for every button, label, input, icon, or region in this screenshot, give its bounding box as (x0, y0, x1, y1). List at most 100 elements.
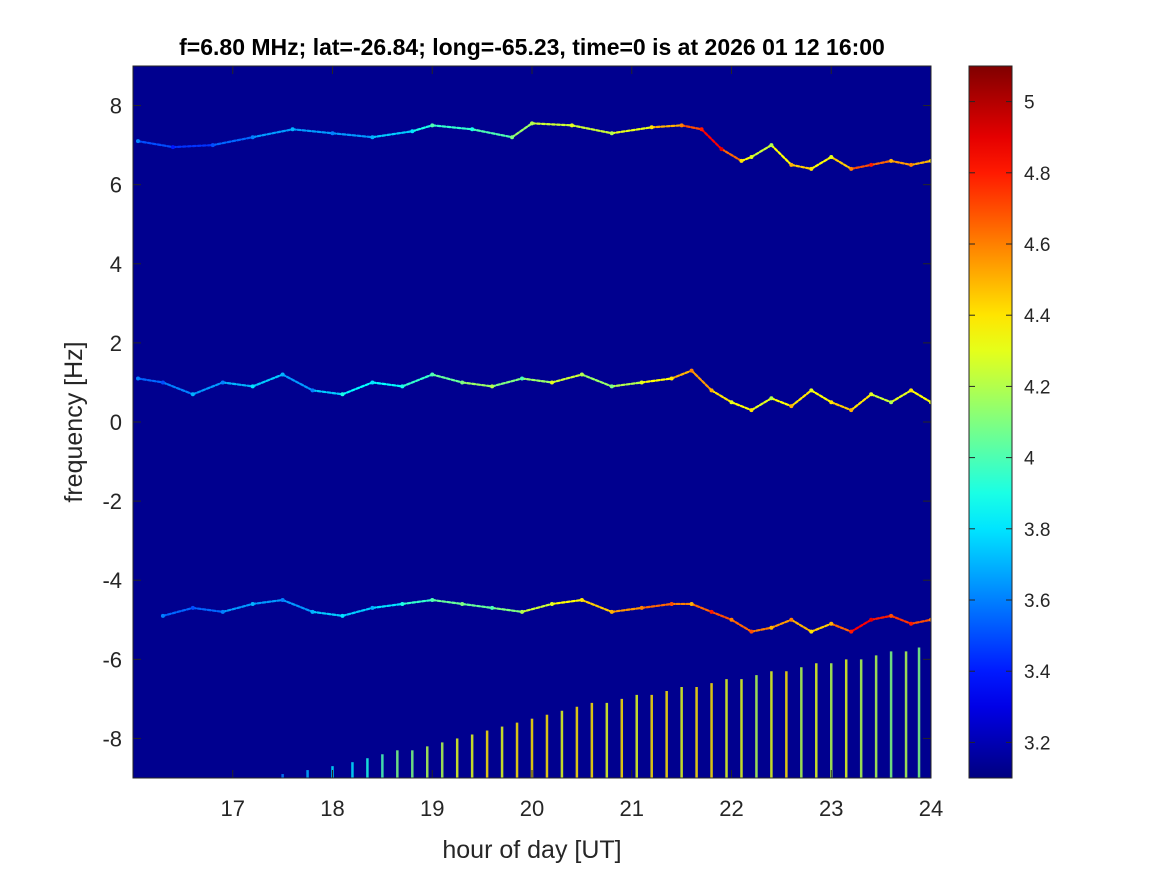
doppler-trace-1-segment (650, 124, 683, 129)
doppler-trace-3-point (280, 598, 285, 602)
doppler-trace-2-segment (730, 401, 753, 412)
doppler-trace-2-point (135, 376, 140, 381)
doppler-trace-3-segment (161, 606, 194, 617)
doppler-trace-3-point (909, 621, 914, 626)
doppler-trace-1-point (569, 123, 574, 128)
colorbar-tick-label: 4.6 (1024, 235, 1050, 256)
doppler-trace-2-segment (770, 397, 793, 408)
x-tick-label: 22 (719, 796, 743, 821)
doppler-trace-2-segment (191, 381, 224, 396)
doppler-trace-1-segment (371, 130, 414, 139)
doppler-trace-1-segment (570, 124, 613, 135)
doppler-trace-2-point (809, 388, 814, 393)
doppler-trace-3-point (789, 617, 794, 622)
doppler-trace-2-point (310, 388, 315, 393)
y-tick-label: 2 (110, 331, 122, 356)
colorbar-tick-label: 4 (1024, 449, 1035, 470)
doppler-trace-2-point (849, 408, 854, 413)
doppler-trace-3-point (310, 609, 315, 614)
doppler-trace-3-segment (690, 602, 713, 613)
x-tick-label: 20 (520, 796, 544, 821)
colorbar-tick-label: 4.2 (1024, 377, 1050, 398)
doppler-trace-1-segment (870, 159, 893, 166)
doppler-trace-3-segment (850, 618, 873, 633)
doppler-trace-3-point (250, 601, 255, 606)
doppler-trace-1-point (889, 158, 894, 163)
y-tick-label: -6 (102, 647, 122, 672)
doppler-trace-3-segment (810, 622, 833, 633)
doppler-trace-3-point (609, 609, 614, 614)
y-axis-label: frequency [Hz] (60, 341, 88, 502)
y-tick-label: -4 (102, 568, 122, 593)
doppler-trace-3-segment (491, 606, 524, 613)
doppler-trace-3-point (729, 617, 734, 622)
doppler-trace-1-point (699, 127, 704, 132)
doppler-trace-2-point (220, 380, 225, 385)
doppler-trace-1-point (470, 127, 475, 132)
doppler-trace-1-segment (331, 132, 374, 139)
doppler-trace-1-point (829, 154, 834, 159)
doppler-trace-2-segment (431, 373, 464, 384)
doppler-trace-3-point (220, 609, 225, 614)
doppler-trace-1-segment (510, 122, 534, 139)
y-tick-label: 4 (110, 252, 122, 277)
doppler-trace-1-point (789, 162, 794, 167)
plot-marks (135, 121, 931, 778)
doppler-trace-3-point (370, 605, 375, 610)
doppler-trace-2-segment (136, 377, 165, 384)
colorbar-tick-label: 3.8 (1024, 520, 1050, 541)
doppler-trace-2-segment (850, 393, 873, 412)
doppler-trace-3-segment (341, 606, 374, 617)
doppler-trace-1-segment (889, 159, 913, 166)
doppler-trace-3-segment (580, 598, 613, 613)
doppler-trace-3-segment (730, 618, 753, 633)
doppler-trace-2-segment (520, 377, 554, 384)
doppler-trace-1-point (739, 158, 744, 163)
doppler-trace-1-point (170, 145, 175, 150)
x-tick-label: 17 (221, 796, 245, 821)
doppler-trace-3-point (520, 609, 525, 614)
doppler-trace-1-segment (171, 144, 214, 149)
doppler-trace-3-point (160, 613, 165, 618)
doppler-trace-3-point (869, 617, 874, 622)
colorbar-tick-label: 5 (1024, 93, 1035, 114)
doppler-trace-1-segment (211, 136, 254, 147)
doppler-trace-1-segment (291, 128, 334, 135)
doppler-trace-1-point (510, 135, 515, 140)
doppler-trace-2-segment (790, 389, 813, 408)
doppler-trace-2-point (400, 384, 405, 389)
doppler-trace-3-point (549, 601, 554, 606)
doppler-trace-2-point (729, 400, 734, 405)
doppler-trace-2-segment (491, 377, 524, 388)
x-tick-label: 23 (819, 796, 843, 821)
doppler-trace-1-segment (680, 124, 703, 131)
doppler-trace-1-point (290, 127, 295, 132)
y-tick-label: 0 (110, 410, 122, 435)
doppler-trace-2-point (889, 400, 894, 405)
y-tick-label: -8 (102, 726, 122, 751)
doppler-trace-2-segment (889, 389, 913, 404)
doppler-trace-2-point (869, 392, 874, 397)
doppler-trace-2-segment (341, 381, 374, 396)
doppler-trace-1-point (649, 125, 654, 130)
colorbar-ticks: 3.2 3.4 3.6 3.8 4 4.2 4.4 4.6 4.8 5 (969, 93, 1051, 754)
doppler-trace-1-point (430, 123, 435, 128)
doppler-trace-1-point (809, 166, 814, 171)
y-tick-label: 8 (110, 94, 122, 119)
y-tick-label: -2 (102, 489, 122, 514)
plot-background (133, 66, 931, 778)
doppler-trace-2-point (340, 392, 345, 397)
doppler-trace-2-segment (830, 401, 853, 412)
doppler-trace-2-point (829, 400, 834, 405)
doppler-trace-2-segment (610, 381, 643, 388)
doppler-trace-1-segment (471, 128, 514, 139)
doppler-trace-2-point (769, 396, 774, 401)
doppler-trace-1-point (410, 129, 415, 134)
doppler-trace-1-point (609, 131, 614, 136)
colorbar-tick-label: 3.6 (1024, 591, 1050, 612)
doppler-trace-1-point (530, 121, 534, 126)
doppler-trace-2-segment (311, 389, 344, 396)
doppler-trace-3-segment (550, 598, 583, 606)
doppler-trace-3-point (769, 625, 774, 630)
